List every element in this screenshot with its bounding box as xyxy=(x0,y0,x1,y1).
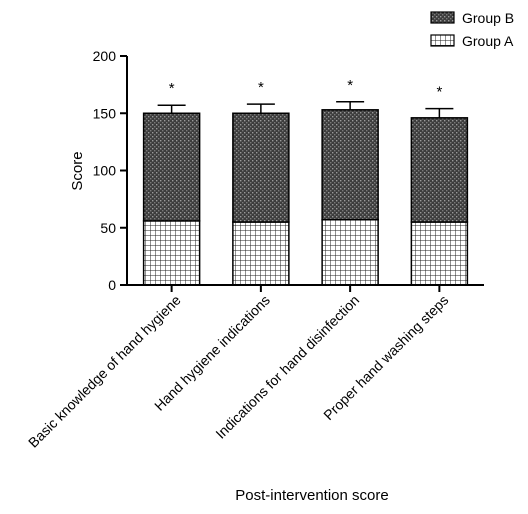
legend: Group B Group A xyxy=(430,10,514,49)
significance-marker: * xyxy=(258,79,264,96)
legend-label: Group B xyxy=(462,10,514,26)
significance-marker: * xyxy=(169,80,175,97)
x-tick-label: Basic knowledge of hand hygiene xyxy=(25,292,184,451)
legend-label: Group A xyxy=(462,33,514,49)
bar-segment-group-b xyxy=(410,117,469,223)
bar-segment-group-b xyxy=(232,112,290,223)
bar-segment-group-b xyxy=(142,112,201,222)
bar-segment-group-a xyxy=(232,221,290,286)
y-tick-label: 50 xyxy=(100,220,116,236)
significance-marker: * xyxy=(436,84,442,101)
bar-segment-group-b xyxy=(321,109,379,221)
y-tick-label: 100 xyxy=(93,163,117,179)
y-axis-title: Score xyxy=(69,151,86,190)
bar-segment-group-a xyxy=(410,221,469,286)
x-tick-label: Indications for hand disinfection xyxy=(212,292,362,442)
significance-marker: * xyxy=(347,77,353,94)
y-tick-label: 200 xyxy=(93,48,117,64)
bar-segment-group-a xyxy=(142,220,201,286)
y-tick-label: 150 xyxy=(93,105,117,121)
x-axis-title: Post-intervention score xyxy=(235,487,388,504)
y-tick-label: 0 xyxy=(108,277,116,293)
legend-swatch-group-b xyxy=(430,11,455,24)
bar-segment-group-a xyxy=(321,218,379,286)
legend-swatch-group-a xyxy=(430,34,455,47)
plot-area: * * * * xyxy=(142,77,469,286)
